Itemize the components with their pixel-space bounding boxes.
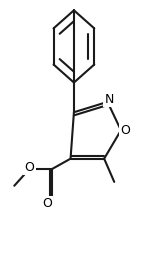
Text: O: O (120, 124, 130, 137)
Text: N: N (104, 93, 114, 106)
Text: O: O (42, 197, 52, 210)
Text: O: O (25, 161, 34, 174)
Text: methyl: methyl (10, 185, 15, 186)
